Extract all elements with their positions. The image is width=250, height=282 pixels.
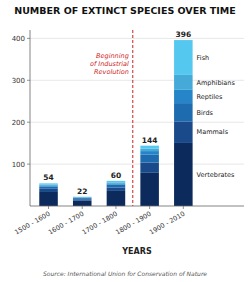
bar-segment (73, 201, 92, 206)
bar-segment (107, 185, 126, 188)
bar-segment (174, 143, 193, 206)
y-axis (30, 30, 31, 206)
title: NUMBER OF EXTINCT SPECIES OVER TIME (14, 5, 236, 16)
x-axis (30, 206, 244, 207)
y-tick-label: 200 (12, 119, 25, 127)
y-tick (27, 80, 30, 81)
legend-label: Mammals (197, 128, 229, 136)
bars (39, 40, 192, 206)
bar-segment (174, 75, 193, 90)
grid-line (30, 122, 244, 123)
total-label: 60 (111, 171, 121, 180)
bar-segment (39, 192, 58, 206)
bar-segment (174, 103, 193, 121)
x-tick (48, 206, 49, 209)
bar-segment (174, 40, 193, 75)
bar-segment (73, 197, 92, 198)
bar-segment (107, 191, 126, 206)
bar-segment (140, 155, 159, 163)
x-tick (149, 206, 150, 209)
source: Source: International Union for Conserva… (43, 270, 207, 277)
x-tick (115, 206, 116, 209)
total-label: 22 (77, 187, 87, 196)
legend-label: Fish (197, 54, 210, 62)
legend-label: Vertebrates (197, 171, 235, 179)
bar-segment (140, 163, 159, 173)
bar-segment (107, 181, 126, 183)
grid (30, 38, 244, 164)
x-tick-label: 1500 - 1600 (13, 210, 51, 237)
y-tick-label: 100 (12, 161, 25, 169)
bar-segment (39, 189, 58, 192)
bar-segment (107, 183, 126, 184)
bar-segment (140, 146, 159, 149)
total-label: 54 (43, 173, 53, 182)
bar-segment (174, 90, 193, 103)
x-tick-label: 1900 - 2010 (148, 210, 186, 237)
y-tick (27, 164, 30, 165)
bar-segment (73, 199, 92, 200)
bar-segment (39, 185, 58, 186)
total-label: 396 (176, 30, 192, 39)
annotation-line (132, 30, 133, 206)
bar-segment (39, 184, 58, 186)
grid-line (30, 164, 244, 165)
x-tick-label: 1700 - 1800 (81, 210, 119, 237)
bar-segment (39, 183, 58, 184)
y-tick-label: 300 (12, 77, 25, 85)
bar-segment (140, 149, 159, 151)
x-tick-label: 1600 - 1700 (47, 210, 85, 237)
legend-label: Amphibians (197, 79, 236, 87)
y-tick (27, 122, 30, 123)
x-tick-label: 1800 - 1900 (114, 210, 152, 237)
bar-segment (140, 151, 159, 155)
bar-segment (39, 187, 58, 189)
annotation: Beginningof IndustrialRevolution (90, 52, 129, 76)
bar-segment (107, 182, 126, 183)
bar-segment (107, 188, 126, 191)
bar-segment (174, 121, 193, 143)
bar-segment (73, 196, 92, 197)
bar-segment (140, 173, 159, 206)
y-tick-label: 400 (12, 35, 25, 43)
bar-segment (73, 198, 92, 199)
legend-label: Birds (197, 109, 214, 117)
legend-label: Reptiles (197, 93, 224, 101)
chart: NUMBER OF EXTINCT SPECIES OVER TIME 100 20… (0, 0, 250, 282)
x-label: YEARS (121, 247, 152, 256)
bar-segment (73, 197, 92, 199)
total-label: 144 (142, 136, 158, 145)
x-tick (183, 206, 184, 209)
y-tick (27, 38, 30, 39)
x-tick (82, 206, 83, 209)
grid-line (30, 38, 244, 39)
